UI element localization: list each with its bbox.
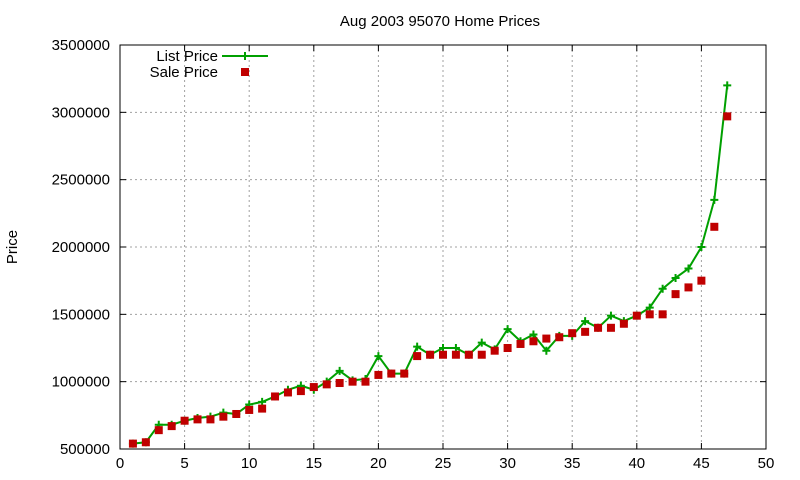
sale-price-point (710, 222, 719, 231)
sale-price-point (490, 346, 499, 355)
list-price-point (374, 352, 383, 361)
sale-price-point (296, 387, 305, 396)
series (128, 81, 732, 448)
sale-price-point (568, 329, 577, 338)
plot-frame (119, 44, 767, 450)
sale-price-point (542, 334, 551, 343)
sale-price-point (206, 415, 215, 424)
list-price-point (671, 273, 680, 282)
list-price-point (697, 243, 706, 251)
sale-price-point (555, 333, 564, 342)
series-list-price (128, 81, 732, 448)
sale-price-point (594, 323, 603, 332)
sale-price-point (258, 404, 267, 413)
sale-price-point (245, 405, 254, 414)
y-tick-label: 500000 (60, 441, 110, 458)
list-price-point (581, 317, 590, 326)
list-price-point (606, 311, 615, 320)
sale-price-point (671, 290, 680, 299)
list-price-point (451, 344, 460, 352)
sale-price-point (154, 426, 163, 435)
sale-price-point (439, 350, 447, 359)
list-price-point (658, 284, 667, 293)
legend-label: Sale Price (150, 64, 218, 81)
list-price-point (710, 195, 719, 204)
x-tick-label: 50 (758, 455, 775, 472)
list-price-point (413, 342, 422, 351)
sale-price-point (309, 383, 318, 392)
list-price-point (335, 366, 344, 375)
legend-square-swatch (241, 68, 249, 76)
sale-price-point (581, 327, 590, 336)
list-price-point (723, 81, 732, 90)
x-tick-label: 20 (370, 455, 387, 472)
x-tick-label: 0 (116, 455, 124, 472)
sale-price-point (516, 339, 525, 348)
y-tick-label: 1000000 (52, 374, 110, 391)
sale-price-point (348, 377, 357, 386)
sale-price-point (529, 337, 538, 346)
sale-price-point (503, 344, 512, 352)
list-price-line (132, 85, 729, 445)
sale-price-point (271, 392, 280, 401)
sale-price-point (413, 352, 422, 361)
sale-price-point (619, 319, 628, 328)
y-tick-label: 1500000 (52, 306, 110, 323)
x-tick-label: 15 (305, 455, 322, 472)
sale-price-point (128, 439, 137, 448)
sale-price-point (322, 380, 331, 389)
legend-label: List Price (156, 48, 218, 65)
list-price-point (542, 346, 551, 355)
x-tick-label: 25 (435, 455, 452, 472)
sale-price-point (232, 409, 241, 418)
list-price-point (645, 303, 654, 312)
sale-price-point (606, 323, 615, 332)
y-tick-label: 2500000 (52, 172, 110, 189)
list-price-point (258, 397, 267, 406)
x-tick-label: 10 (241, 455, 258, 472)
sale-price-point (477, 350, 486, 359)
list-price-point (529, 330, 538, 339)
y-tick-label: 2000000 (52, 239, 110, 256)
list-price-point (439, 344, 447, 352)
list-price-point (503, 325, 512, 334)
sale-price-point (219, 412, 228, 421)
x-tick-label: 40 (628, 455, 645, 472)
sale-price-point (684, 283, 693, 292)
list-price-point (477, 338, 486, 347)
y-tick-label: 3500000 (52, 37, 110, 54)
sale-price-point (464, 350, 473, 359)
sale-price-point (400, 369, 409, 378)
list-price-point (684, 264, 693, 273)
x-tick-label: 30 (499, 455, 516, 472)
sale-price-point (697, 276, 706, 285)
y-tick-label: 3000000 (52, 104, 110, 121)
sale-price-point (658, 310, 667, 319)
sale-price-point (283, 388, 292, 397)
sale-price-point (193, 415, 202, 424)
sale-price-point (723, 112, 732, 121)
y-axis-label: Price (4, 230, 21, 264)
x-tick-label: 35 (564, 455, 581, 472)
x-tick-label: 5 (180, 455, 188, 472)
x-tick-label: 45 (693, 455, 710, 472)
sale-price-point (387, 369, 396, 378)
sale-price-point (645, 310, 654, 319)
sale-price-point (180, 416, 189, 425)
sale-price-point (374, 370, 383, 379)
sale-price-point (335, 379, 344, 388)
sale-price-point (141, 438, 150, 447)
series-sale-price (128, 112, 732, 448)
legend-cross-swatch (241, 52, 249, 60)
chart-title: Aug 2003 95070 Home Prices (340, 13, 540, 30)
sale-price-point (167, 422, 176, 431)
sale-price-point (426, 350, 435, 359)
sale-price-point (632, 311, 641, 320)
grid (120, 45, 766, 449)
sale-price-point (451, 350, 460, 359)
axis-ticks: 0 5 10 15 20 25 30 35 40 45 50 500000 1000000 1500000… (52, 37, 775, 472)
sale-price-point (361, 377, 370, 386)
